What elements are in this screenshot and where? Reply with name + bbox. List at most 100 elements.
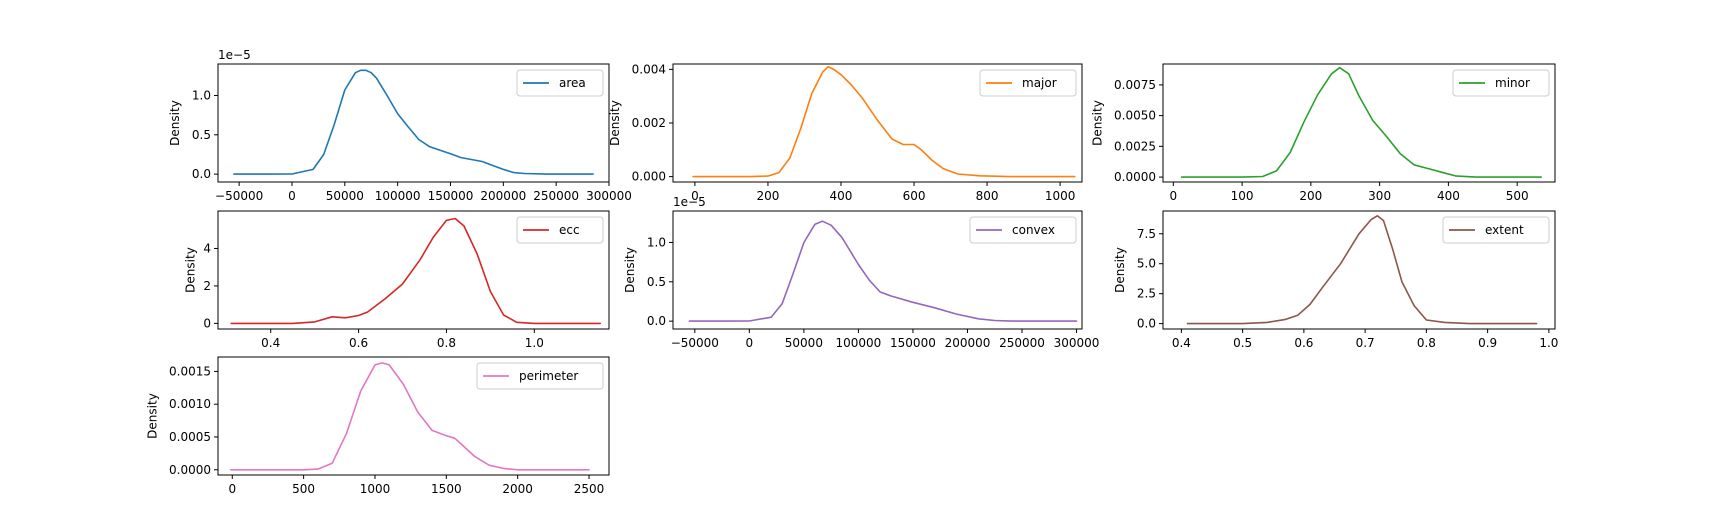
x-tick-label: 150000 — [428, 189, 474, 203]
y-tick-label: 0.5 — [647, 275, 666, 289]
series-line-minor — [1180, 66, 1542, 178]
x-tick-label: 2000 — [502, 482, 533, 496]
legend-frame — [1452, 69, 1550, 97]
series-line-ecc — [230, 217, 602, 325]
y-tick-label: 0.0 — [192, 167, 211, 181]
y-axis-label: Density — [168, 100, 182, 146]
y-axis-label: Density — [623, 247, 637, 293]
y-tick-label: 1.0 — [192, 88, 211, 102]
x-tick-label: 0 — [228, 482, 236, 496]
y-tick-label: 0.002 — [632, 116, 666, 130]
y-axis-label: Density — [145, 393, 159, 439]
y-tick-label: 2 — [203, 279, 211, 293]
series-line-major — [692, 65, 1076, 178]
subplot-minor: 0 100 200 300 400 500 0.0000 0.0025 0.0050 0.0075… — [1090, 63, 1556, 203]
y-tick-label: 0 — [203, 316, 211, 330]
y-tick-label: 5.0 — [1137, 257, 1156, 271]
legend: extent — [1442, 216, 1550, 244]
x-tick-label: 250000 — [533, 189, 579, 203]
y-tick-label: 0.0 — [647, 314, 666, 328]
y-tick-label: 0.0015 — [169, 364, 211, 378]
legend: ecc — [516, 216, 604, 244]
x-tick-label: 0.8 — [437, 336, 456, 350]
y-tick-label: 0.0 — [1137, 317, 1156, 331]
legend: perimeter — [476, 362, 604, 390]
x-tick-label: 100000 — [375, 189, 421, 203]
y-tick-label: 0.5 — [192, 128, 211, 142]
legend: major — [979, 69, 1077, 97]
x-tick-label: 200000 — [945, 336, 991, 350]
subplot-ecc: 0.4 0.6 0.8 1.0 0 2 4 Density ecc — [183, 210, 610, 350]
x-tick-label: 200 — [756, 189, 779, 203]
x-tick-label: 300000 — [586, 189, 632, 203]
legend-frame — [516, 69, 604, 97]
x-tick-label: 0.8 — [1417, 336, 1436, 350]
subplot-extent: 0.4 0.5 0.6 0.7 0.8 0.9 1.0 0.0 2.5 5.0 7.5 Density… — [1113, 210, 1558, 350]
x-tick-label: 200 — [1299, 189, 1322, 203]
axis-offset-text: 1e−5 — [218, 48, 251, 62]
legend: area — [516, 69, 604, 97]
x-tick-label: 800 — [976, 189, 999, 203]
y-tick-label: 0.0010 — [169, 397, 211, 411]
x-tick-label: 0 — [288, 189, 296, 203]
y-tick-label: 0.0025 — [1114, 139, 1156, 153]
series-line-extent — [1186, 215, 1538, 325]
legend-frame — [969, 216, 1077, 244]
subplot-area: −50000 0 50000 100000 150000 200000 250000 3000… — [168, 48, 632, 203]
y-axis-label: Density — [1090, 100, 1104, 146]
legend-frame — [476, 362, 604, 390]
series-line-convex — [688, 220, 1078, 322]
legend-label: ecc — [559, 223, 580, 237]
x-tick-label: 1000 — [360, 482, 391, 496]
x-tick-label: 500 — [292, 482, 315, 496]
legend-frame — [979, 69, 1077, 97]
legend-label: convex — [1012, 223, 1055, 237]
x-tick-label: 250000 — [999, 336, 1045, 350]
x-tick-label: 1500 — [431, 482, 462, 496]
legend: convex — [969, 216, 1077, 244]
legend-label: extent — [1485, 223, 1524, 237]
x-tick-label: 300 — [1368, 189, 1391, 203]
series-line-area — [233, 69, 594, 175]
x-tick-label: 1.0 — [525, 336, 544, 350]
y-tick-label: 4 — [203, 241, 211, 255]
x-tick-label: 0.6 — [1294, 336, 1313, 350]
y-tick-label: 0.004 — [632, 62, 666, 76]
series-line-perimeter — [230, 362, 590, 471]
y-axis-label: Density — [608, 100, 622, 146]
x-tick-label: 0.9 — [1478, 336, 1497, 350]
legend-label: major — [1022, 76, 1057, 90]
y-tick-label: 0.0005 — [169, 430, 211, 444]
x-tick-label: 0.6 — [349, 336, 368, 350]
axis-offset-text: 1e−5 — [673, 195, 706, 209]
x-tick-label: 200000 — [480, 189, 526, 203]
x-tick-label: 500 — [1506, 189, 1529, 203]
legend: minor — [1452, 69, 1550, 97]
y-tick-label: 0.0075 — [1114, 78, 1156, 92]
subplot-convex: −50000 0 50000 100000 150000 200000 250000 3000… — [623, 195, 1099, 350]
x-tick-label: 0 — [746, 336, 754, 350]
legend-label: area — [559, 76, 586, 90]
subplot-major: 0 200 400 600 800 1000 0.000 0.002 0.004 Density m… — [608, 62, 1083, 203]
legend-frame — [1442, 216, 1550, 244]
x-tick-label: 0 — [691, 189, 699, 203]
y-tick-label: 0.0000 — [1114, 170, 1156, 184]
x-tick-label: 1.0 — [1539, 336, 1558, 350]
x-tick-label: 0.5 — [1233, 336, 1252, 350]
x-tick-label: 1000 — [1045, 189, 1076, 203]
x-tick-label: 0.4 — [1172, 336, 1191, 350]
x-tick-label: 150000 — [890, 336, 936, 350]
y-tick-label: 0.000 — [632, 170, 666, 184]
x-tick-label: 50000 — [326, 189, 364, 203]
x-tick-label: 400 — [1437, 189, 1460, 203]
x-tick-label: −50000 — [671, 336, 719, 350]
x-tick-label: 0.4 — [261, 336, 280, 350]
legend-label: perimeter — [519, 369, 578, 383]
y-tick-label: 0.0050 — [1114, 109, 1156, 123]
x-tick-label: 0.7 — [1356, 336, 1375, 350]
y-tick-label: 2.5 — [1137, 287, 1156, 301]
x-tick-label: 0 — [1169, 189, 1177, 203]
legend-label: minor — [1495, 76, 1530, 90]
y-tick-label: 7.5 — [1137, 227, 1156, 241]
